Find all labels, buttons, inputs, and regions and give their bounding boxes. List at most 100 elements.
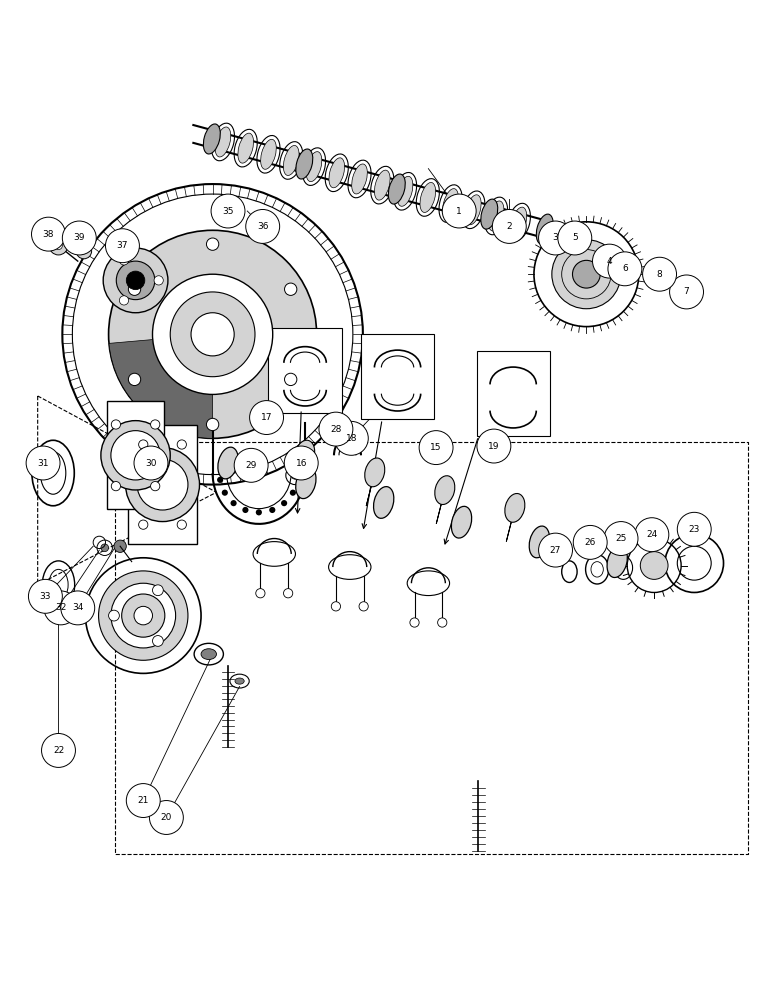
Circle shape <box>128 373 141 386</box>
Ellipse shape <box>329 555 371 579</box>
Polygon shape <box>436 483 447 524</box>
Circle shape <box>552 240 621 309</box>
Ellipse shape <box>306 152 322 182</box>
Ellipse shape <box>283 145 299 175</box>
Circle shape <box>177 520 186 529</box>
Text: 20: 20 <box>161 813 172 822</box>
Circle shape <box>111 431 161 480</box>
Bar <box>107 401 164 509</box>
Text: 3: 3 <box>553 233 558 242</box>
Circle shape <box>677 512 711 546</box>
Text: 27: 27 <box>550 546 561 555</box>
Ellipse shape <box>443 189 459 219</box>
Circle shape <box>61 591 95 625</box>
Circle shape <box>111 583 175 648</box>
Circle shape <box>120 256 129 265</box>
Circle shape <box>109 610 120 621</box>
Circle shape <box>669 275 703 309</box>
Text: 34: 34 <box>72 603 83 612</box>
Ellipse shape <box>537 214 554 244</box>
Ellipse shape <box>253 542 296 566</box>
Polygon shape <box>296 447 306 488</box>
Circle shape <box>49 236 68 255</box>
Ellipse shape <box>374 170 390 200</box>
Ellipse shape <box>374 487 394 518</box>
Circle shape <box>256 589 265 598</box>
Bar <box>476 351 550 436</box>
Circle shape <box>42 733 76 767</box>
Circle shape <box>101 421 171 490</box>
Circle shape <box>139 440 148 449</box>
Text: 39: 39 <box>73 233 85 242</box>
Circle shape <box>211 194 245 228</box>
Circle shape <box>269 507 276 513</box>
Circle shape <box>127 271 145 290</box>
Circle shape <box>127 784 161 817</box>
Circle shape <box>604 522 638 555</box>
Circle shape <box>134 446 168 480</box>
Circle shape <box>574 525 607 559</box>
Circle shape <box>120 296 129 305</box>
Circle shape <box>106 229 140 263</box>
Circle shape <box>558 221 592 255</box>
Ellipse shape <box>352 164 367 194</box>
Text: 8: 8 <box>657 270 662 279</box>
Ellipse shape <box>215 127 231 157</box>
Circle shape <box>76 243 92 259</box>
Ellipse shape <box>435 476 455 505</box>
Circle shape <box>151 482 160 491</box>
Text: 18: 18 <box>346 434 357 443</box>
Circle shape <box>55 242 63 250</box>
Circle shape <box>477 429 511 463</box>
Ellipse shape <box>481 199 498 229</box>
Circle shape <box>153 636 164 646</box>
Circle shape <box>539 221 573 255</box>
Ellipse shape <box>407 571 449 596</box>
Circle shape <box>63 221 96 255</box>
Circle shape <box>137 459 188 510</box>
Circle shape <box>242 507 249 513</box>
Circle shape <box>29 579 63 613</box>
Ellipse shape <box>238 133 253 163</box>
Ellipse shape <box>329 158 344 188</box>
Ellipse shape <box>420 182 435 212</box>
Polygon shape <box>366 465 377 506</box>
Ellipse shape <box>203 124 220 154</box>
Text: 25: 25 <box>615 534 627 543</box>
Circle shape <box>126 448 199 522</box>
Circle shape <box>359 602 368 611</box>
Circle shape <box>284 446 318 480</box>
FancyBboxPatch shape <box>128 425 197 544</box>
Ellipse shape <box>466 195 481 225</box>
Ellipse shape <box>201 649 216 660</box>
Circle shape <box>217 477 223 483</box>
Circle shape <box>319 412 353 446</box>
Circle shape <box>111 482 120 491</box>
Text: 4: 4 <box>607 257 612 266</box>
Circle shape <box>177 440 186 449</box>
Circle shape <box>231 500 237 506</box>
Circle shape <box>635 518 669 552</box>
Circle shape <box>285 283 297 295</box>
Text: 15: 15 <box>430 443 442 452</box>
Text: 7: 7 <box>684 287 689 296</box>
Circle shape <box>206 418 218 431</box>
Text: 19: 19 <box>488 442 499 451</box>
Ellipse shape <box>452 506 472 538</box>
Circle shape <box>122 594 165 637</box>
Ellipse shape <box>235 678 244 684</box>
Text: 6: 6 <box>622 264 628 273</box>
Circle shape <box>249 401 283 434</box>
Circle shape <box>281 500 287 506</box>
Ellipse shape <box>218 447 239 479</box>
Circle shape <box>640 552 668 579</box>
Circle shape <box>290 490 296 496</box>
Circle shape <box>593 244 626 278</box>
Text: 36: 36 <box>257 222 269 231</box>
Circle shape <box>171 292 255 377</box>
Ellipse shape <box>529 526 550 558</box>
Polygon shape <box>506 500 516 542</box>
Text: 16: 16 <box>296 459 307 468</box>
Ellipse shape <box>364 458 384 487</box>
Circle shape <box>285 373 297 386</box>
